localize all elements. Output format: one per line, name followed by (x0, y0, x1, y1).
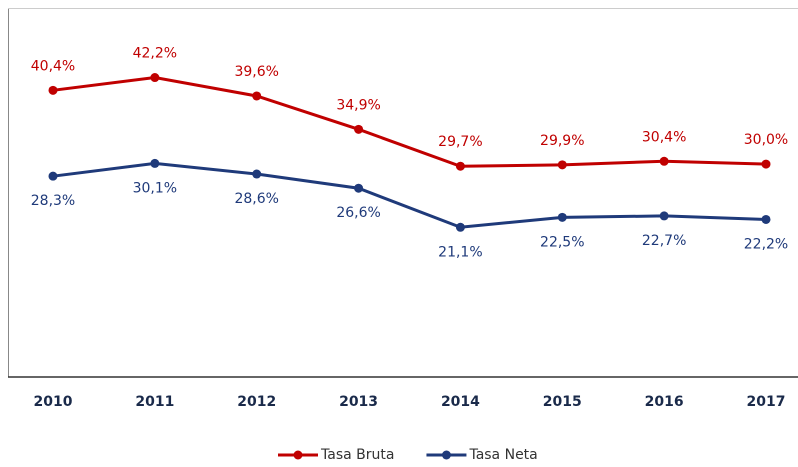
legend-dot (293, 450, 303, 460)
data-label: 21,1% (438, 244, 482, 260)
data-point (150, 158, 160, 168)
data-point (761, 159, 771, 169)
x-tick-label: 2012 (237, 394, 276, 410)
data-label: 29,7% (438, 134, 482, 150)
data-point (252, 169, 262, 179)
data-point (557, 160, 567, 170)
x-tick-label: 2013 (339, 394, 378, 410)
data-label: 22,5% (540, 234, 584, 250)
data-point (48, 171, 58, 181)
data-label: 30,4% (642, 129, 686, 145)
x-tick-label: 2017 (747, 394, 786, 410)
x-tick-label: 2010 (34, 394, 73, 410)
data-point (150, 73, 160, 83)
data-point (354, 183, 364, 193)
series-line (52, 76, 767, 168)
data-label: 28,6% (234, 191, 278, 207)
legend-label: Tasa Neta (468, 447, 537, 463)
legend-label: Tasa Bruta (320, 447, 394, 463)
x-tick-label: 2015 (543, 394, 582, 410)
data-label: 39,6% (234, 64, 278, 80)
data-point (761, 214, 771, 224)
x-tick-label: 2014 (441, 394, 480, 410)
legend-dot (441, 450, 451, 460)
data-point (48, 85, 58, 95)
data-label: 30,1% (133, 180, 177, 196)
data-label: 42,2% (133, 46, 177, 62)
data-label: 26,6% (336, 205, 380, 221)
x-tick-label: 2016 (645, 394, 684, 410)
x-tick-label: 2011 (135, 394, 174, 410)
data-label: 30,0% (744, 132, 788, 148)
data-point (455, 222, 465, 232)
data-label: 22,7% (642, 233, 686, 249)
data-label: 29,9% (540, 133, 584, 149)
data-label: 40,4% (31, 58, 75, 74)
data-point (659, 211, 669, 221)
data-point (455, 161, 465, 171)
data-label: 22,2% (744, 236, 788, 252)
data-point (659, 156, 669, 166)
data-point (252, 91, 262, 101)
series-line (52, 161, 767, 229)
data-label: 28,3% (31, 193, 75, 209)
data-label: 34,9% (336, 97, 380, 113)
data-point (354, 124, 364, 134)
data-point (557, 212, 567, 222)
